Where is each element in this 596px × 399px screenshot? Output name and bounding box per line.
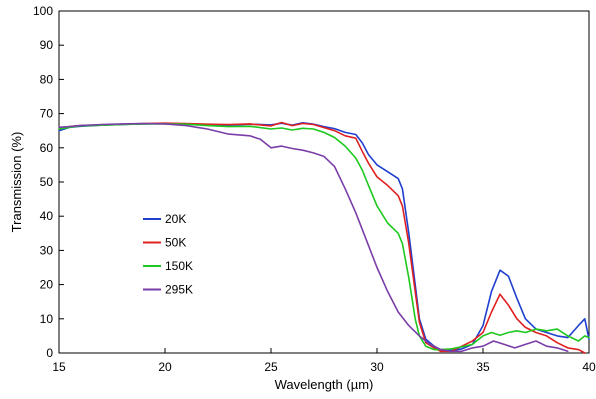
y-tick-label: 70 [40, 107, 54, 121]
y-tick-label: 0 [46, 346, 53, 360]
legend-label-20k: 20K [165, 212, 186, 226]
y-tick-label: 40 [40, 209, 54, 223]
legend-label-50k: 50K [165, 236, 186, 250]
y-tick-label: 100 [33, 4, 53, 18]
y-tick-label: 30 [40, 243, 54, 257]
legend-label-295k: 295K [165, 283, 193, 297]
y-tick-label: 60 [40, 141, 54, 155]
y-tick-label: 20 [40, 278, 54, 292]
x-tick-label: 25 [264, 360, 278, 374]
series-line-50k [58, 121, 586, 354]
x-tick-label: 15 [52, 360, 66, 374]
x-tick-label: 20 [158, 360, 172, 374]
series-line-295k [58, 122, 569, 353]
plot-frame-layer [58, 10, 590, 354]
plot-area-frame [58, 10, 590, 354]
y-tick-label: 80 [40, 72, 54, 86]
x-tick-label: 30 [370, 360, 384, 374]
x-tick-label: 40 [582, 360, 596, 374]
y-axis-title: Transmission (%) [9, 132, 24, 233]
y-tick-label: 90 [40, 38, 54, 52]
y-tick-label: 50 [40, 175, 54, 189]
tick-layer: 15 20 25 30 35 40 0 10 20 30 40 50 60 70 80 90 100 [33, 4, 596, 374]
x-tick-label: 35 [476, 360, 490, 374]
y-tick-label: 10 [40, 312, 54, 326]
legend: 20K 50K 150K 295K [143, 212, 193, 297]
legend-label-150k: 150K [165, 259, 193, 273]
series-layer [58, 121, 590, 354]
x-axis-title: Wavelength (µm) [275, 377, 374, 392]
series-line-150k [58, 123, 590, 351]
axis-title-layer: Wavelength (µm) Transmission (%) [9, 132, 373, 392]
